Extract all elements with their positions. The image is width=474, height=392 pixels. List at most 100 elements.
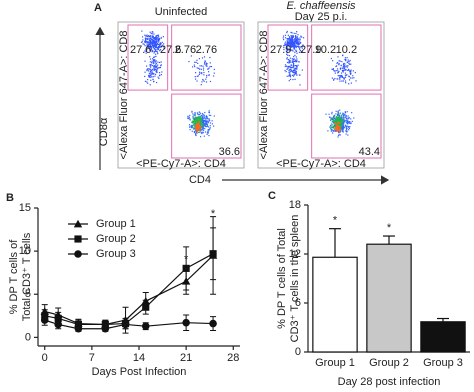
dot <box>154 44 156 46</box>
dot <box>345 121 347 123</box>
dot <box>202 124 204 126</box>
dot <box>292 44 294 46</box>
dot <box>209 56 211 59</box>
dot <box>286 65 288 67</box>
dot <box>206 123 208 125</box>
dot <box>200 117 202 119</box>
dot <box>333 115 335 117</box>
dot <box>293 73 295 75</box>
dot <box>158 72 161 74</box>
dot <box>153 46 155 48</box>
bar <box>366 243 412 353</box>
gate <box>311 93 382 159</box>
dot <box>350 69 352 71</box>
dot <box>152 45 154 47</box>
dot <box>145 37 147 40</box>
x-axis-label: Day 28 post infection <box>338 376 441 388</box>
dot <box>152 37 154 39</box>
dot <box>207 122 209 124</box>
dot <box>290 64 292 66</box>
bar <box>312 256 358 353</box>
dot <box>196 124 198 126</box>
dot <box>338 122 341 124</box>
dot <box>205 63 207 65</box>
y-axis-label: % DP T cells of Total <box>276 228 288 329</box>
dot <box>348 122 351 124</box>
dot <box>208 119 210 121</box>
marker <box>101 324 110 333</box>
dot <box>149 47 151 49</box>
dot <box>150 79 152 81</box>
dot <box>341 118 343 120</box>
dot <box>330 119 332 121</box>
dot <box>331 130 333 132</box>
dot <box>200 68 203 70</box>
dot <box>151 31 153 33</box>
dot <box>286 75 288 77</box>
dot <box>295 35 297 37</box>
dot <box>202 127 204 129</box>
dot <box>192 115 194 117</box>
dot <box>349 70 351 73</box>
dot <box>331 117 333 119</box>
dot <box>144 34 146 36</box>
dot <box>159 66 162 69</box>
dot <box>347 134 349 136</box>
dot <box>347 122 350 124</box>
dot <box>198 125 201 127</box>
dot <box>344 114 346 116</box>
dot <box>154 37 156 39</box>
dot <box>340 117 342 119</box>
dot <box>293 69 296 71</box>
dot <box>151 62 153 64</box>
dot <box>154 39 157 41</box>
x-tick-label: 14 <box>133 352 145 364</box>
dot <box>155 39 157 41</box>
dot <box>150 40 152 43</box>
dot <box>336 113 339 116</box>
dot <box>149 34 151 37</box>
dot <box>291 49 293 51</box>
dot <box>193 114 195 116</box>
dot <box>287 67 289 70</box>
dot <box>199 117 201 119</box>
dot <box>338 63 340 65</box>
dot <box>329 116 331 118</box>
dot <box>200 132 203 134</box>
dot <box>160 42 162 45</box>
dot <box>198 119 201 122</box>
dot <box>338 70 340 73</box>
dot <box>288 80 290 82</box>
dot <box>339 130 341 132</box>
dot <box>297 34 299 36</box>
dot <box>288 61 290 63</box>
dot <box>159 44 161 46</box>
dot <box>155 44 157 47</box>
y-tick-label: 0 <box>25 331 31 343</box>
dot <box>188 60 190 63</box>
dot <box>346 57 348 59</box>
dot <box>337 118 340 120</box>
dot <box>286 52 288 54</box>
dot <box>147 46 150 48</box>
dot <box>154 65 156 67</box>
dot <box>342 131 344 133</box>
dot <box>335 118 337 121</box>
dot <box>157 40 159 42</box>
dot <box>147 82 149 84</box>
dot <box>207 71 210 73</box>
dot <box>287 34 289 36</box>
dot <box>330 128 333 131</box>
dot <box>149 76 151 78</box>
dot <box>295 65 297 67</box>
dot <box>156 34 159 37</box>
dot <box>147 79 149 81</box>
dot <box>296 65 298 68</box>
dot <box>152 60 155 62</box>
dot <box>292 42 294 44</box>
dot <box>350 122 352 124</box>
dot <box>288 39 290 41</box>
dot <box>333 121 336 123</box>
dot <box>195 125 197 127</box>
dot <box>296 68 298 70</box>
